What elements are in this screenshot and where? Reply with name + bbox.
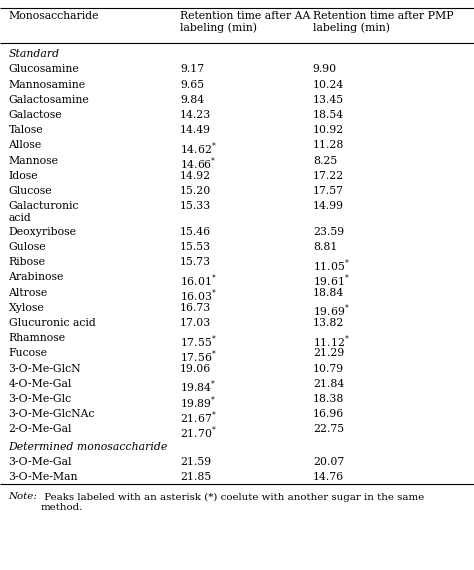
Text: 10.24: 10.24 bbox=[313, 80, 344, 89]
Text: 14.49: 14.49 bbox=[180, 125, 211, 135]
Text: 15.73: 15.73 bbox=[180, 257, 211, 267]
Text: 8.25: 8.25 bbox=[313, 156, 337, 166]
Text: 21.70$^{*}$: 21.70$^{*}$ bbox=[180, 425, 217, 441]
Text: 23.59: 23.59 bbox=[313, 227, 344, 237]
Text: 17.22: 17.22 bbox=[313, 171, 344, 181]
Text: 22.75: 22.75 bbox=[313, 425, 344, 434]
Text: 9.84: 9.84 bbox=[180, 95, 204, 105]
Text: Gulose: Gulose bbox=[9, 242, 46, 252]
Text: 9.90: 9.90 bbox=[313, 64, 337, 75]
Text: 20.07: 20.07 bbox=[313, 457, 344, 467]
Text: 3-O-Me-GlcN: 3-O-Me-GlcN bbox=[9, 364, 81, 373]
Text: 21.67$^{*}$: 21.67$^{*}$ bbox=[180, 409, 217, 426]
Text: 18.38: 18.38 bbox=[313, 394, 344, 404]
Text: 14.99: 14.99 bbox=[313, 201, 344, 211]
Text: 17.55$^{*}$: 17.55$^{*}$ bbox=[180, 333, 217, 350]
Text: 21.85: 21.85 bbox=[180, 473, 211, 482]
Text: Monosaccharide: Monosaccharide bbox=[9, 11, 99, 21]
Text: 14.66$^{*}$: 14.66$^{*}$ bbox=[180, 156, 217, 172]
Text: 17.56$^{*}$: 17.56$^{*}$ bbox=[180, 348, 217, 365]
Text: Talose: Talose bbox=[9, 125, 43, 135]
Text: 19.89$^{*}$: 19.89$^{*}$ bbox=[180, 394, 217, 410]
Text: 3-O-Me-Man: 3-O-Me-Man bbox=[9, 473, 78, 482]
Text: 17.57: 17.57 bbox=[313, 186, 344, 196]
Text: 16.73: 16.73 bbox=[180, 303, 211, 313]
Text: Mannosamine: Mannosamine bbox=[9, 80, 86, 89]
Text: Glucose: Glucose bbox=[9, 186, 52, 196]
Text: 11.12$^{*}$: 11.12$^{*}$ bbox=[313, 333, 350, 350]
Text: 16.01$^{*}$: 16.01$^{*}$ bbox=[180, 272, 217, 289]
Text: Ribose: Ribose bbox=[9, 257, 46, 267]
Text: 15.53: 15.53 bbox=[180, 242, 211, 252]
Text: 19.69$^{*}$: 19.69$^{*}$ bbox=[313, 303, 350, 319]
Text: 18.84: 18.84 bbox=[313, 288, 344, 298]
Text: 3-O-Me-GlcNAc: 3-O-Me-GlcNAc bbox=[9, 409, 95, 419]
Text: 13.82: 13.82 bbox=[313, 318, 344, 328]
Text: 15.46: 15.46 bbox=[180, 227, 211, 237]
Text: Retention time after PMP
labeling (min): Retention time after PMP labeling (min) bbox=[313, 11, 454, 33]
Text: Determined monosaccharide: Determined monosaccharide bbox=[9, 442, 168, 451]
Text: Allose: Allose bbox=[9, 140, 42, 150]
Text: 14.23: 14.23 bbox=[180, 110, 211, 120]
Text: 17.03: 17.03 bbox=[180, 318, 211, 328]
Text: Idose: Idose bbox=[9, 171, 38, 181]
Text: 19.84$^{*}$: 19.84$^{*}$ bbox=[180, 379, 217, 396]
Text: 21.59: 21.59 bbox=[180, 457, 211, 467]
Text: Xylose: Xylose bbox=[9, 303, 44, 313]
Text: 19.61$^{*}$: 19.61$^{*}$ bbox=[313, 272, 350, 289]
Text: 15.20: 15.20 bbox=[180, 186, 211, 196]
Text: Deoxyribose: Deoxyribose bbox=[9, 227, 76, 237]
Text: 14.76: 14.76 bbox=[313, 473, 344, 482]
Text: 3-O-Me-Glc: 3-O-Me-Glc bbox=[9, 394, 72, 404]
Text: 14.92: 14.92 bbox=[180, 171, 211, 181]
Text: Galactosamine: Galactosamine bbox=[9, 95, 89, 105]
Text: 4-O-Me-Gal: 4-O-Me-Gal bbox=[9, 379, 72, 389]
Text: 16.03$^{*}$: 16.03$^{*}$ bbox=[180, 288, 217, 304]
Text: 3-O-Me-Gal: 3-O-Me-Gal bbox=[9, 457, 72, 467]
Text: 19.06: 19.06 bbox=[180, 364, 211, 373]
Text: 21.84: 21.84 bbox=[313, 379, 344, 389]
Text: 10.79: 10.79 bbox=[313, 364, 344, 373]
Text: Fucose: Fucose bbox=[9, 348, 47, 359]
Text: Galacturonic
acid: Galacturonic acid bbox=[9, 201, 79, 223]
Text: 14.62$^{*}$: 14.62$^{*}$ bbox=[180, 140, 217, 157]
Text: 13.45: 13.45 bbox=[313, 95, 344, 105]
Text: Arabinose: Arabinose bbox=[9, 272, 64, 282]
Text: Note:: Note: bbox=[9, 492, 37, 502]
Text: 11.28: 11.28 bbox=[313, 140, 344, 150]
Text: 11.05$^{*}$: 11.05$^{*}$ bbox=[313, 257, 350, 274]
Text: Peaks labeled with an asterisk (*) coelute with another sugar in the same
method: Peaks labeled with an asterisk (*) coelu… bbox=[41, 492, 424, 512]
Text: Altrose: Altrose bbox=[9, 288, 48, 298]
Text: Glucosamine: Glucosamine bbox=[9, 64, 79, 75]
Text: 16.96: 16.96 bbox=[313, 409, 344, 419]
Text: Rhamnose: Rhamnose bbox=[9, 333, 66, 343]
Text: 18.54: 18.54 bbox=[313, 110, 344, 120]
Text: Retention time after AA
labeling (min): Retention time after AA labeling (min) bbox=[180, 11, 310, 33]
Text: Mannose: Mannose bbox=[9, 156, 58, 166]
Text: 2-O-Me-Gal: 2-O-Me-Gal bbox=[9, 425, 72, 434]
Text: 8.81: 8.81 bbox=[313, 242, 337, 252]
Text: Standard: Standard bbox=[9, 49, 60, 59]
Text: 10.92: 10.92 bbox=[313, 125, 344, 135]
Text: Glucuronic acid: Glucuronic acid bbox=[9, 318, 95, 328]
Text: Galactose: Galactose bbox=[9, 110, 62, 120]
Text: 15.33: 15.33 bbox=[180, 201, 211, 211]
Text: 9.65: 9.65 bbox=[180, 80, 204, 89]
Text: 9.17: 9.17 bbox=[180, 64, 204, 75]
Text: 21.29: 21.29 bbox=[313, 348, 344, 359]
